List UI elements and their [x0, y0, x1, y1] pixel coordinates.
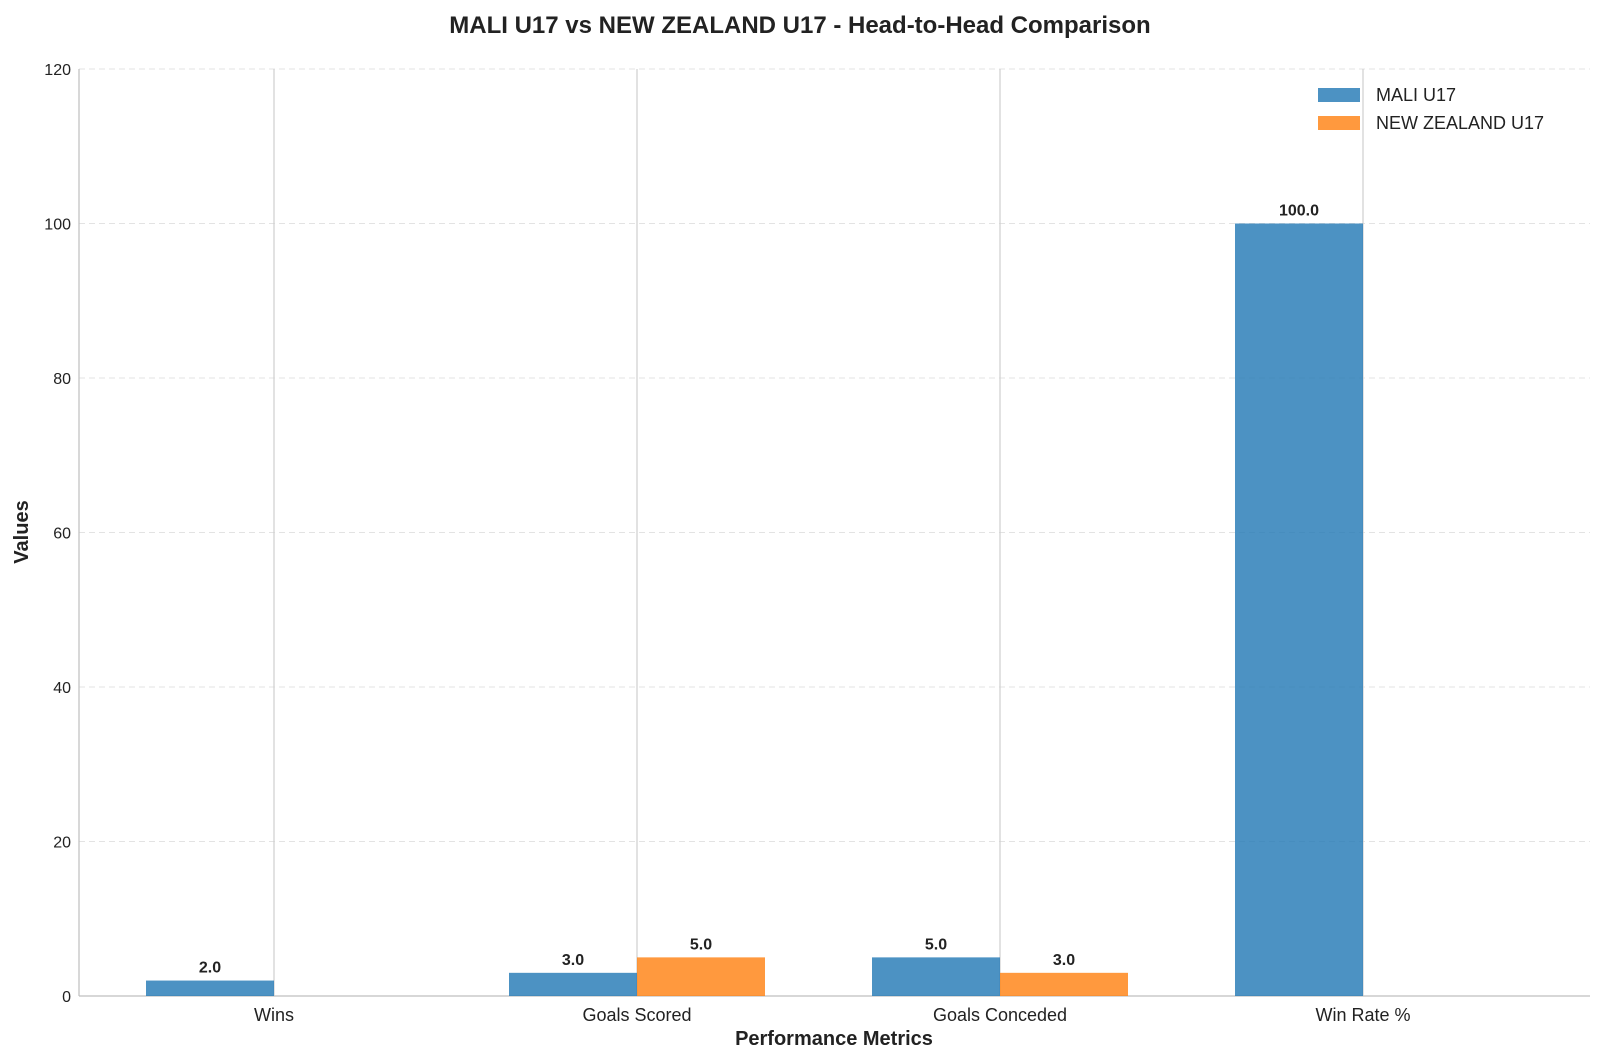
data-label: 2.0	[199, 960, 221, 977]
y-axis-label: Values	[11, 500, 33, 563]
bar-0-2	[872, 957, 1000, 996]
y-tick-label: 120	[44, 62, 71, 79]
x-tick-label: Goals Conceded	[933, 1005, 1067, 1025]
y-tick-label: 100	[44, 217, 71, 234]
data-label: 5.0	[925, 936, 947, 953]
x-axis-label: Performance Metrics	[735, 1028, 933, 1050]
x-tick-label: Wins	[254, 1005, 294, 1025]
y-tick-label: 20	[53, 835, 71, 852]
legend-swatch	[1318, 116, 1360, 130]
legend: MALI U17 NEW ZEALAND U17	[1318, 85, 1544, 133]
bars	[146, 223, 1363, 996]
data-label: 5.0	[690, 936, 712, 953]
data-labels: 2.0 3.0 5.0 100.0 5.0 3.0	[199, 203, 1319, 977]
legend-swatch	[1318, 88, 1360, 102]
x-axis-ticks: Wins Goals Scored Goals Conceded Win Rate %	[254, 1005, 1411, 1025]
y-axis-ticks: 0 20 40 60 80 100 120	[44, 62, 71, 1006]
bar-1-1	[637, 957, 765, 996]
data-label: 3.0	[1053, 952, 1075, 969]
bar-0-1	[509, 972, 637, 996]
x-tick-label: Goals Scored	[582, 1005, 691, 1025]
bar-1-2	[1000, 972, 1128, 996]
y-tick-label: 80	[53, 371, 71, 388]
bar-0-0	[146, 980, 274, 996]
legend-label: NEW ZEALAND U17	[1376, 113, 1544, 133]
chart-title: MALI U17 vs NEW ZEALAND U17 - Head-to-He…	[449, 12, 1150, 39]
y-tick-label: 60	[53, 526, 71, 543]
x-tick-label: Win Rate %	[1315, 1005, 1410, 1025]
y-tick-label: 40	[53, 680, 71, 697]
data-label: 3.0	[562, 952, 584, 969]
y-tick-label: 0	[62, 989, 71, 1006]
legend-label: MALI U17	[1376, 85, 1456, 105]
data-label: 100.0	[1279, 203, 1319, 220]
bar-0-3	[1235, 223, 1363, 996]
